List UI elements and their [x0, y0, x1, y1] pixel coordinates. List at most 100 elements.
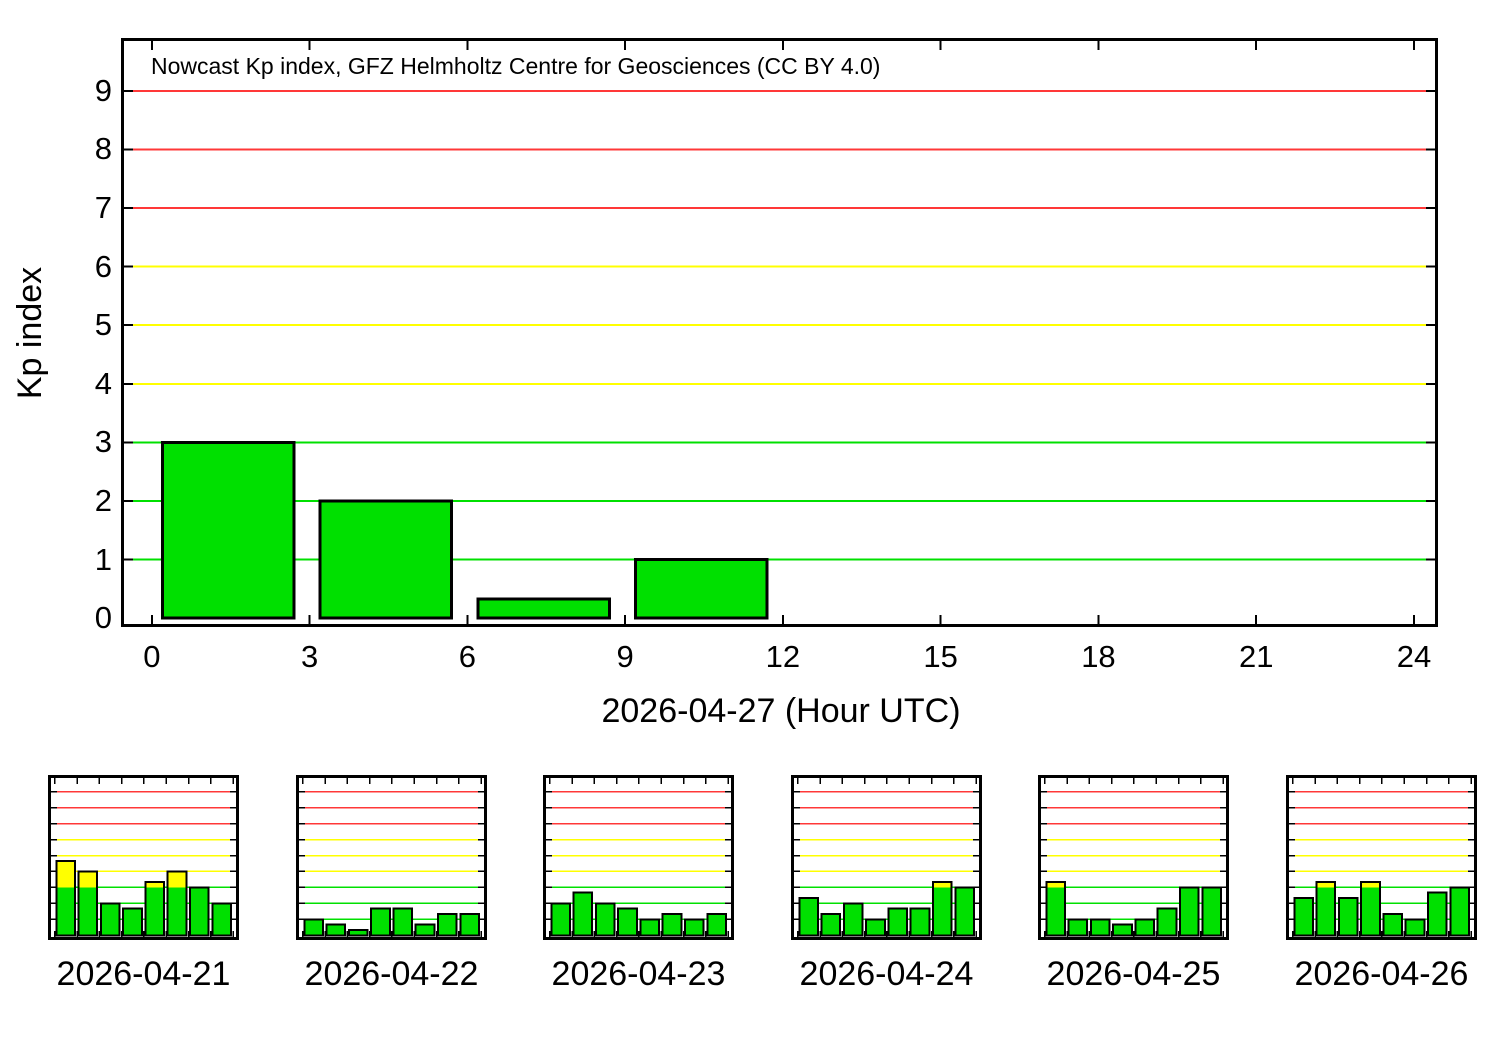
kp-bar-outline [931, 881, 953, 937]
history-plot-area-2026-04-22 [296, 775, 487, 940]
kp-bar-segment-green [1179, 887, 1199, 936]
y-tick-label-2: 2 [94, 482, 112, 518]
x-tick-label-9: 9 [616, 639, 634, 674]
kp-bar-segment-green [662, 914, 682, 936]
history-plot-svg-2026-04-24 [794, 778, 979, 937]
kp-bar-outline [55, 859, 76, 937]
kp-bar-segment-green [320, 500, 452, 619]
x-axis-title: 2026-04-27 (Hour UTC) [601, 692, 961, 730]
kp-bar-outline [1360, 881, 1381, 937]
kp-bar-segment-green [635, 559, 768, 619]
x-tick-label-6: 6 [458, 639, 477, 674]
chart-title: Nowcast Kp index, GFZ Helmholtz Centre f… [151, 53, 881, 79]
kp-bar-segment-green [1316, 887, 1336, 936]
x-tick-label-15: 15 [923, 639, 958, 674]
kp-bar-outline [1201, 886, 1222, 937]
kp-bar-outline [476, 597, 611, 620]
kp-bar-segment-yellow [1361, 882, 1380, 888]
history-date-label: 2026-04-21 [56, 955, 231, 993]
x-tick-label-24: 24 [1396, 639, 1432, 674]
kp-bar-outline [639, 918, 661, 937]
kp-bar-segment-yellow [1046, 882, 1065, 888]
kp-bar-outline [211, 902, 232, 937]
kp-bar-segment-green [371, 908, 390, 936]
kp-bar-segment-green [955, 887, 974, 936]
kp-bar-outline [160, 440, 296, 620]
kp-bar-segment-green [1383, 914, 1403, 936]
history-plot-svg-2026-04-23 [546, 778, 731, 937]
kp-bar-segment-green [910, 908, 930, 936]
kp-bar-segment-green [123, 908, 142, 936]
kp-bar-segment-green [551, 903, 570, 936]
kp-bar-outline [572, 891, 594, 937]
history-date-label: 2026-04-24 [799, 955, 974, 993]
history-plot-area-2026-04-23 [543, 775, 734, 940]
kp-bar-outline [1067, 918, 1089, 937]
kp-bar-segment-green [1361, 887, 1380, 936]
history-plot-area-2026-04-21 [48, 775, 239, 940]
kp-bar-segment-green [640, 919, 660, 936]
kp-bar-outline [1449, 886, 1470, 937]
kp-bar-segment-green [1135, 919, 1155, 936]
kp-bar-outline [865, 918, 886, 937]
history-date-label: 2026-04-22 [304, 955, 479, 993]
kp-bar-segment-yellow [145, 882, 165, 888]
kp-bar-segment-green [866, 919, 885, 936]
y-tick-label-1: 1 [94, 541, 112, 577]
kp-bar-segment-green [304, 919, 323, 936]
y-tick-label-7: 7 [94, 189, 112, 225]
kp-bar-outline [1293, 897, 1314, 937]
history-plot-area-2026-04-25 [1038, 775, 1229, 940]
kp-bar-segment-green [437, 914, 457, 936]
kp-bar-segment-green [460, 914, 479, 936]
kp-bar-outline [820, 913, 842, 937]
kp-bar-outline [188, 886, 210, 937]
kp-bar-segment-green [707, 914, 726, 936]
kp-bar-segment-green [212, 903, 231, 936]
x-tick-label-21: 21 [1238, 639, 1274, 674]
kp-bar-segment-yellow [167, 871, 187, 888]
kp-bar-outline [370, 907, 391, 937]
kp-bar-outline [887, 907, 909, 937]
kp-bar-outline [347, 929, 369, 937]
kp-bar-outline [459, 913, 480, 937]
kp-bar-outline [617, 907, 638, 937]
kp-bar-segment-green [1405, 919, 1425, 936]
kp-bar-segment-green [477, 598, 610, 619]
kp-bar-segment-green [595, 903, 615, 936]
kp-bar-segment-yellow [56, 860, 75, 888]
kp-bar-segment-yellow [78, 871, 98, 888]
kp-bar-outline [842, 902, 864, 937]
kp-bar-outline [1178, 886, 1200, 937]
history-plot-svg-2026-04-26 [1289, 778, 1474, 937]
kp-bar-outline [436, 913, 458, 937]
kp-bar-outline [594, 902, 616, 937]
kp-bar-outline [122, 907, 143, 937]
kp-bar-segment-green [415, 924, 435, 936]
kp-bar-outline [166, 870, 188, 937]
y-tick-label-0: 0 [94, 600, 112, 636]
kp-bar-segment-green [843, 903, 863, 936]
kp-bar-segment-green [821, 914, 841, 936]
kp-bar-segment-green [348, 930, 368, 936]
kp-bar-segment-green [1202, 887, 1221, 936]
kp-bar-outline [77, 870, 99, 937]
kp-bar-outline [1382, 913, 1404, 937]
kp-bar-segment-green [684, 919, 704, 936]
kp-bar-outline [706, 913, 727, 937]
kp-bar-outline [325, 923, 347, 937]
kp-bar-outline [144, 881, 166, 937]
y-tick-label-3: 3 [94, 424, 112, 460]
kp-bar-segment-green [393, 908, 413, 936]
kp-bar-segment-green [56, 887, 75, 936]
history-date-label: 2026-04-23 [551, 955, 726, 993]
y-tick-label-5: 5 [94, 307, 112, 343]
kp-bar-outline [1134, 918, 1156, 937]
x-tick-label-3: 3 [301, 639, 319, 674]
kp-bar-outline [303, 918, 324, 937]
history-plot-svg-2026-04-21 [51, 778, 236, 937]
kp-bar-outline [661, 913, 683, 937]
kp-bar-segment-green [145, 887, 165, 936]
kp-bar-segment-green [1090, 919, 1110, 936]
